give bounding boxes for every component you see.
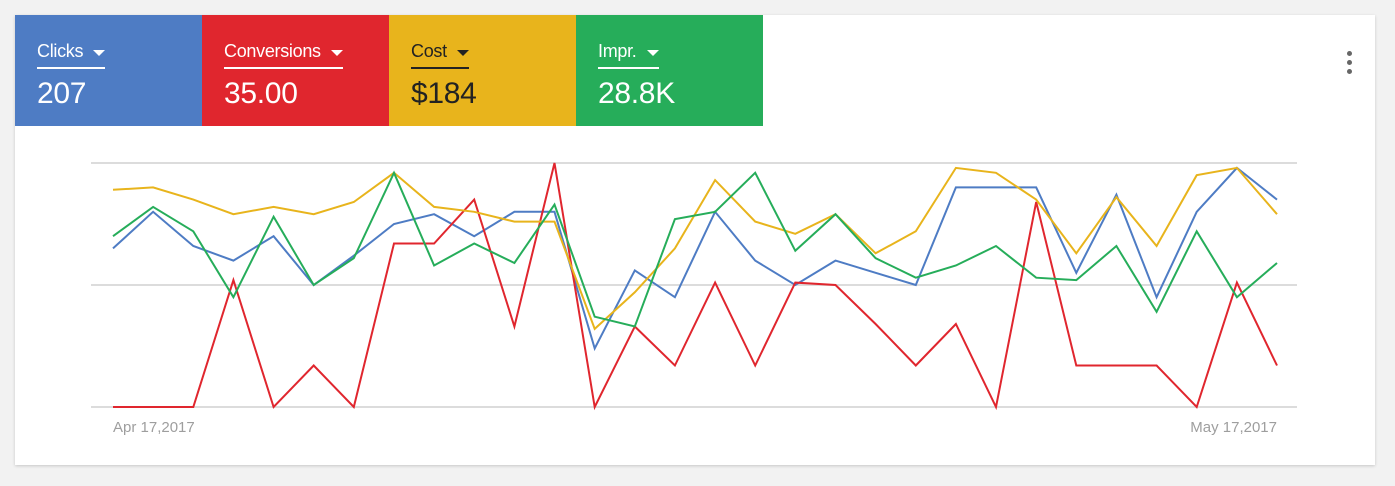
metric-label: Impr. — [598, 41, 637, 61]
metric-selector-impressions[interactable]: Impr. — [598, 41, 659, 69]
metric-selector-clicks[interactable]: Clicks — [37, 41, 106, 69]
metric-tile-conversions[interactable]: Conversions 35.00 — [202, 15, 389, 126]
metric-value: 28.8K — [598, 77, 675, 110]
metric-selector-conversions[interactable]: Conversions — [224, 41, 343, 69]
metric-selector-cost[interactable]: Cost — [411, 41, 469, 69]
menu-dot — [1346, 51, 1352, 56]
metric-label: Clicks — [37, 41, 84, 61]
metric-value: $184 — [411, 77, 477, 110]
metric-value: 207 — [37, 77, 87, 110]
metric-value: 35.00 — [224, 77, 298, 110]
more-vert-icon[interactable] — [1343, 51, 1355, 79]
line-chart: Apr 17,2017 May 17,2017 — [91, 162, 1297, 436]
performance-card: Clicks 207 Conversions 35.00 Cost $184 I… — [15, 15, 1375, 465]
x-axis-end-label: May 17,2017 — [1190, 419, 1277, 436]
caret-down-icon — [646, 49, 659, 56]
caret-down-icon — [456, 49, 469, 56]
series-line-conversions — [113, 162, 1278, 411]
metric-tiles: Clicks 207 Conversions 35.00 Cost $184 I… — [15, 15, 763, 126]
menu-dot — [1346, 60, 1352, 65]
chart-grid — [91, 162, 1297, 408]
series-line-impr — [112, 170, 1278, 328]
metric-label: Cost — [411, 41, 447, 61]
metric-tile-cost[interactable]: Cost $184 — [389, 15, 576, 126]
metric-label: Conversions — [224, 41, 321, 61]
chart-series — [112, 162, 1278, 411]
series-line-clicks — [112, 166, 1278, 352]
menu-dot — [1346, 69, 1352, 74]
x-axis-start-label: Apr 17,2017 — [113, 419, 195, 436]
metric-tile-clicks[interactable]: Clicks 207 — [15, 15, 202, 126]
series-line-cost — [112, 166, 1278, 331]
caret-down-icon — [330, 49, 343, 56]
metric-tile-impressions[interactable]: Impr. 28.8K — [576, 15, 763, 126]
caret-down-icon — [93, 49, 106, 56]
